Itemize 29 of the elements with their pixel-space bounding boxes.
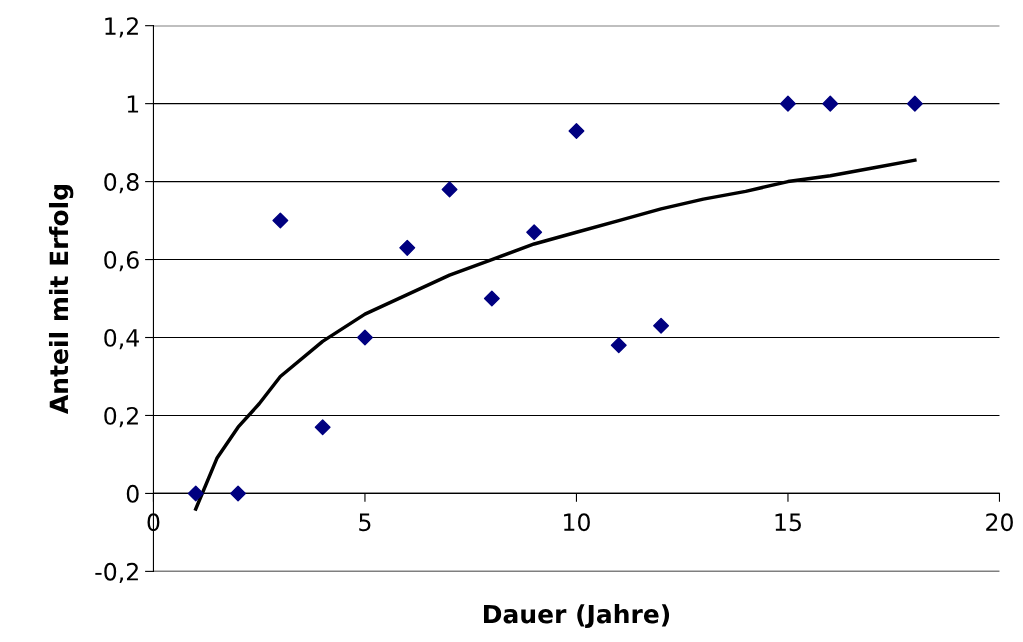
point — [822, 95, 839, 112]
point — [441, 181, 458, 198]
y-tick-label: 0,8 — [104, 173, 139, 194]
x-tick-label: 10 — [564, 513, 590, 532]
point — [568, 122, 585, 139]
y-tick-label: -0,2 — [95, 562, 138, 584]
point — [399, 239, 416, 256]
y-tick-label: 0,4 — [104, 328, 139, 350]
point — [610, 337, 627, 354]
point — [356, 329, 373, 346]
y-tick-label: 1 — [127, 95, 139, 113]
x-tick-label: 15 — [775, 513, 801, 532]
point — [906, 95, 923, 112]
point — [272, 212, 289, 229]
y-axis-title: Anteil mit Erfolg — [48, 185, 74, 414]
x-tick-label: 5 — [359, 513, 371, 532]
point — [187, 485, 204, 502]
y-tick-label: 1,2 — [105, 17, 138, 38]
point — [483, 290, 500, 307]
point — [653, 317, 670, 334]
point — [779, 95, 796, 112]
point — [230, 485, 247, 502]
y-tick-label: 0,6 — [104, 251, 139, 272]
y-tick-label: 0 — [126, 484, 139, 503]
y-tick-label: 0,2 — [104, 406, 138, 428]
x-tick-label: 20 — [986, 513, 1013, 532]
point — [314, 419, 331, 436]
x-axis-title: Dauer (Jahre) — [484, 604, 670, 629]
point — [526, 224, 543, 241]
